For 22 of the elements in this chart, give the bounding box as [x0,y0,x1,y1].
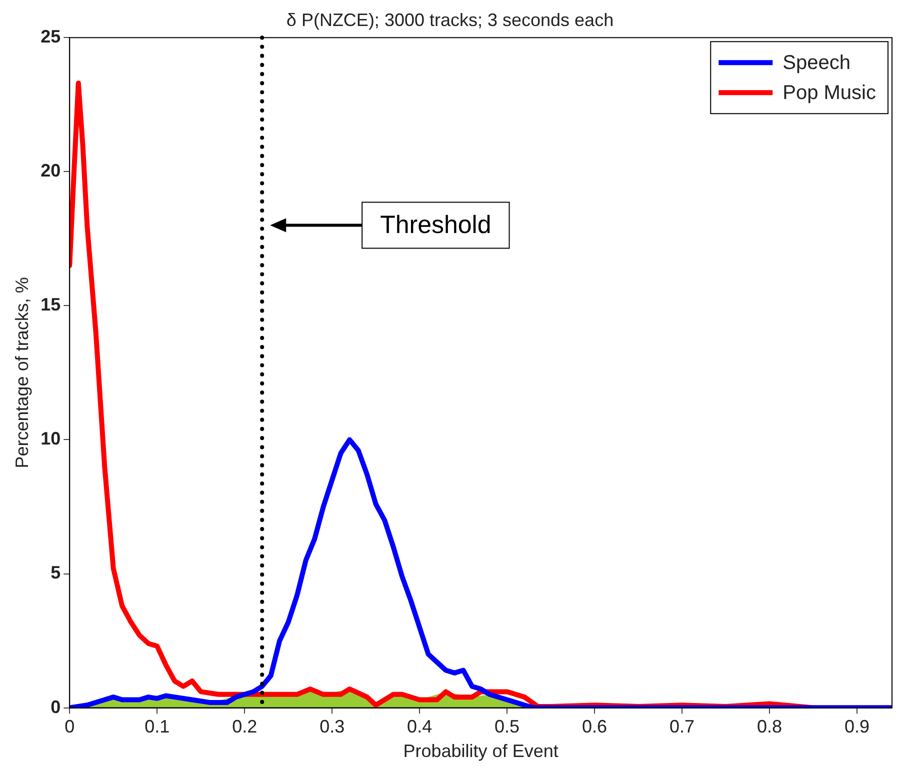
annotation: Threshold [380,211,492,240]
y-tick-label: 0 [50,696,61,717]
y-axis-title: Percentage of tracks, % [12,277,32,468]
x-axis-title: Probability of Event [403,741,558,762]
x-tick-label: 0 [64,716,75,737]
x-tick-label: 0.5 [494,716,520,737]
x-tick-label: 0.7 [670,716,695,737]
y-tick-label: 25 [40,26,61,47]
x-tick-label: 0.9 [844,716,870,737]
x-tick-label: 0.8 [757,716,782,737]
y-tick-label: 5 [50,562,61,583]
x-tick-label: 0.4 [407,716,432,737]
legend-label: Speech [782,52,850,74]
y-tick-label: 15 [40,294,61,315]
legend-label: Pop Music [782,82,876,104]
x-tick-label: 0.3 [320,716,345,737]
x-tick-label: 0.2 [232,716,258,737]
y-tick-label: 20 [40,160,61,181]
x-tick-label: 0.6 [582,716,608,737]
x-tick-label: 0.1 [144,716,170,737]
y-tick-label: 10 [40,428,61,449]
chart-title: δ P(NZCE); 3000 tracks; 3 seconds each [286,10,614,30]
